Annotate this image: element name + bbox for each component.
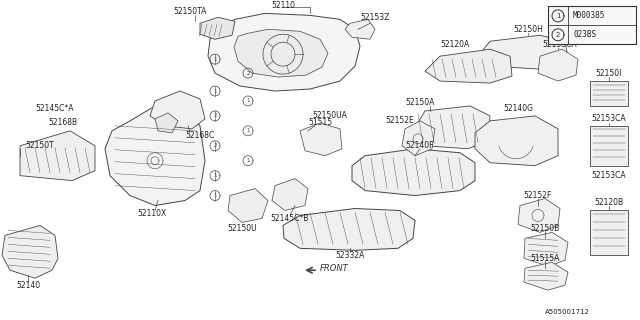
Text: 2: 2	[213, 113, 217, 118]
Polygon shape	[20, 131, 95, 180]
Polygon shape	[475, 116, 558, 166]
Polygon shape	[234, 29, 328, 77]
Text: 52150TA: 52150TA	[173, 7, 207, 16]
Text: 023BS: 023BS	[573, 30, 596, 39]
Text: 51515: 51515	[308, 118, 332, 127]
Polygon shape	[155, 113, 178, 133]
Polygon shape	[2, 225, 58, 278]
Text: 1: 1	[213, 193, 217, 198]
Polygon shape	[105, 106, 205, 205]
Text: FRONT: FRONT	[320, 264, 349, 273]
Text: 52150UA: 52150UA	[312, 111, 348, 120]
Text: 52168C: 52168C	[185, 131, 214, 140]
Polygon shape	[200, 17, 235, 39]
Text: 52332A: 52332A	[335, 251, 365, 260]
Text: 52153CA: 52153CA	[592, 114, 627, 124]
Polygon shape	[300, 123, 342, 156]
Text: A505001712: A505001712	[545, 309, 590, 315]
Text: 52145C*B: 52145C*B	[271, 214, 309, 223]
Polygon shape	[524, 232, 568, 266]
Text: 51515A: 51515A	[531, 254, 560, 263]
Text: 52152F: 52152F	[524, 191, 552, 200]
Text: 52150U: 52150U	[227, 224, 257, 233]
Text: 2: 2	[556, 32, 560, 38]
Polygon shape	[425, 49, 512, 83]
Text: 52140G: 52140G	[503, 104, 533, 114]
Text: 52150A: 52150A	[405, 99, 435, 108]
Text: 52168B: 52168B	[48, 118, 77, 127]
Polygon shape	[524, 262, 568, 290]
Polygon shape	[518, 198, 560, 232]
Text: 52110X: 52110X	[138, 209, 166, 218]
Polygon shape	[410, 106, 490, 149]
Text: 52153CA: 52153CA	[592, 171, 627, 180]
Text: 1: 1	[246, 99, 250, 103]
Text: 52140F: 52140F	[406, 141, 435, 150]
Text: 1: 1	[246, 158, 250, 163]
Text: 52150I: 52150I	[596, 68, 622, 78]
Polygon shape	[478, 35, 568, 69]
Text: 2: 2	[246, 71, 250, 76]
Polygon shape	[402, 121, 435, 156]
Polygon shape	[208, 13, 360, 91]
Text: 52140: 52140	[16, 281, 40, 290]
Text: 52145C*A: 52145C*A	[35, 104, 74, 114]
Text: 52120A: 52120A	[440, 40, 470, 49]
Text: 1: 1	[213, 57, 217, 62]
Polygon shape	[590, 81, 628, 106]
Text: 52110: 52110	[271, 1, 295, 10]
Text: 1: 1	[213, 89, 217, 93]
Text: 1: 1	[213, 173, 217, 178]
Polygon shape	[345, 19, 375, 39]
Text: 1: 1	[246, 128, 250, 133]
Text: 52120B: 52120B	[595, 198, 623, 207]
Polygon shape	[150, 91, 205, 129]
Text: 52153Z: 52153Z	[360, 13, 390, 22]
Polygon shape	[590, 211, 628, 255]
Polygon shape	[283, 209, 415, 250]
Text: 2: 2	[213, 143, 217, 148]
Polygon shape	[228, 188, 268, 222]
FancyBboxPatch shape	[548, 6, 636, 44]
Text: 52150T: 52150T	[25, 141, 54, 150]
Text: 52152E: 52152E	[386, 116, 414, 125]
Text: M000385: M000385	[573, 11, 605, 20]
Text: 1: 1	[556, 13, 560, 19]
Polygon shape	[272, 179, 308, 211]
Polygon shape	[538, 49, 578, 81]
Polygon shape	[590, 126, 628, 166]
Text: 52150B: 52150B	[531, 224, 559, 233]
Text: 52150H: 52150H	[513, 25, 543, 34]
Polygon shape	[352, 149, 475, 196]
Text: 52153CA: 52153CA	[543, 40, 577, 49]
